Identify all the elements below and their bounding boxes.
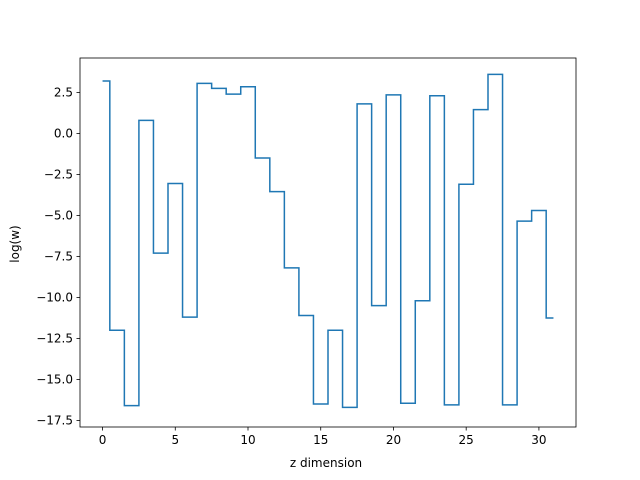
series-line-0 bbox=[102, 73, 554, 409]
x-tick-label: 30 bbox=[531, 433, 546, 447]
y-axis: 2.5 0.0 −2.5 −5.0 −7.5 −10.0 −12.5 −15.0 −17.5 bbox=[36, 85, 80, 427]
x-tick-label: 10 bbox=[240, 433, 255, 447]
y-tick-label: 0.0 bbox=[54, 126, 73, 140]
x-axis-label: z dimension bbox=[290, 456, 362, 470]
plot-area bbox=[79, 57, 577, 428]
plot-frame bbox=[79, 57, 577, 428]
x-tick-label: 15 bbox=[313, 433, 328, 447]
y-tick-label: −10.0 bbox=[36, 290, 73, 304]
x-tick-label: 25 bbox=[459, 433, 474, 447]
y-tick-label: 2.5 bbox=[54, 85, 73, 99]
y-tick-label: −15.0 bbox=[36, 372, 73, 386]
y-axis-label: log(w) bbox=[8, 225, 22, 262]
x-tick-label: 20 bbox=[386, 433, 401, 447]
y-tick-label: −17.5 bbox=[36, 413, 73, 427]
y-tick-label: −2.5 bbox=[44, 167, 73, 181]
x-tick-label: 5 bbox=[171, 433, 179, 447]
y-tick-label: −12.5 bbox=[36, 331, 73, 345]
y-tick-label: −5.0 bbox=[44, 208, 73, 222]
x-axis: 0 5 10 15 20 25 30 bbox=[99, 427, 547, 447]
x-tick-label: 0 bbox=[99, 433, 107, 447]
y-tick-label: −7.5 bbox=[44, 249, 73, 263]
